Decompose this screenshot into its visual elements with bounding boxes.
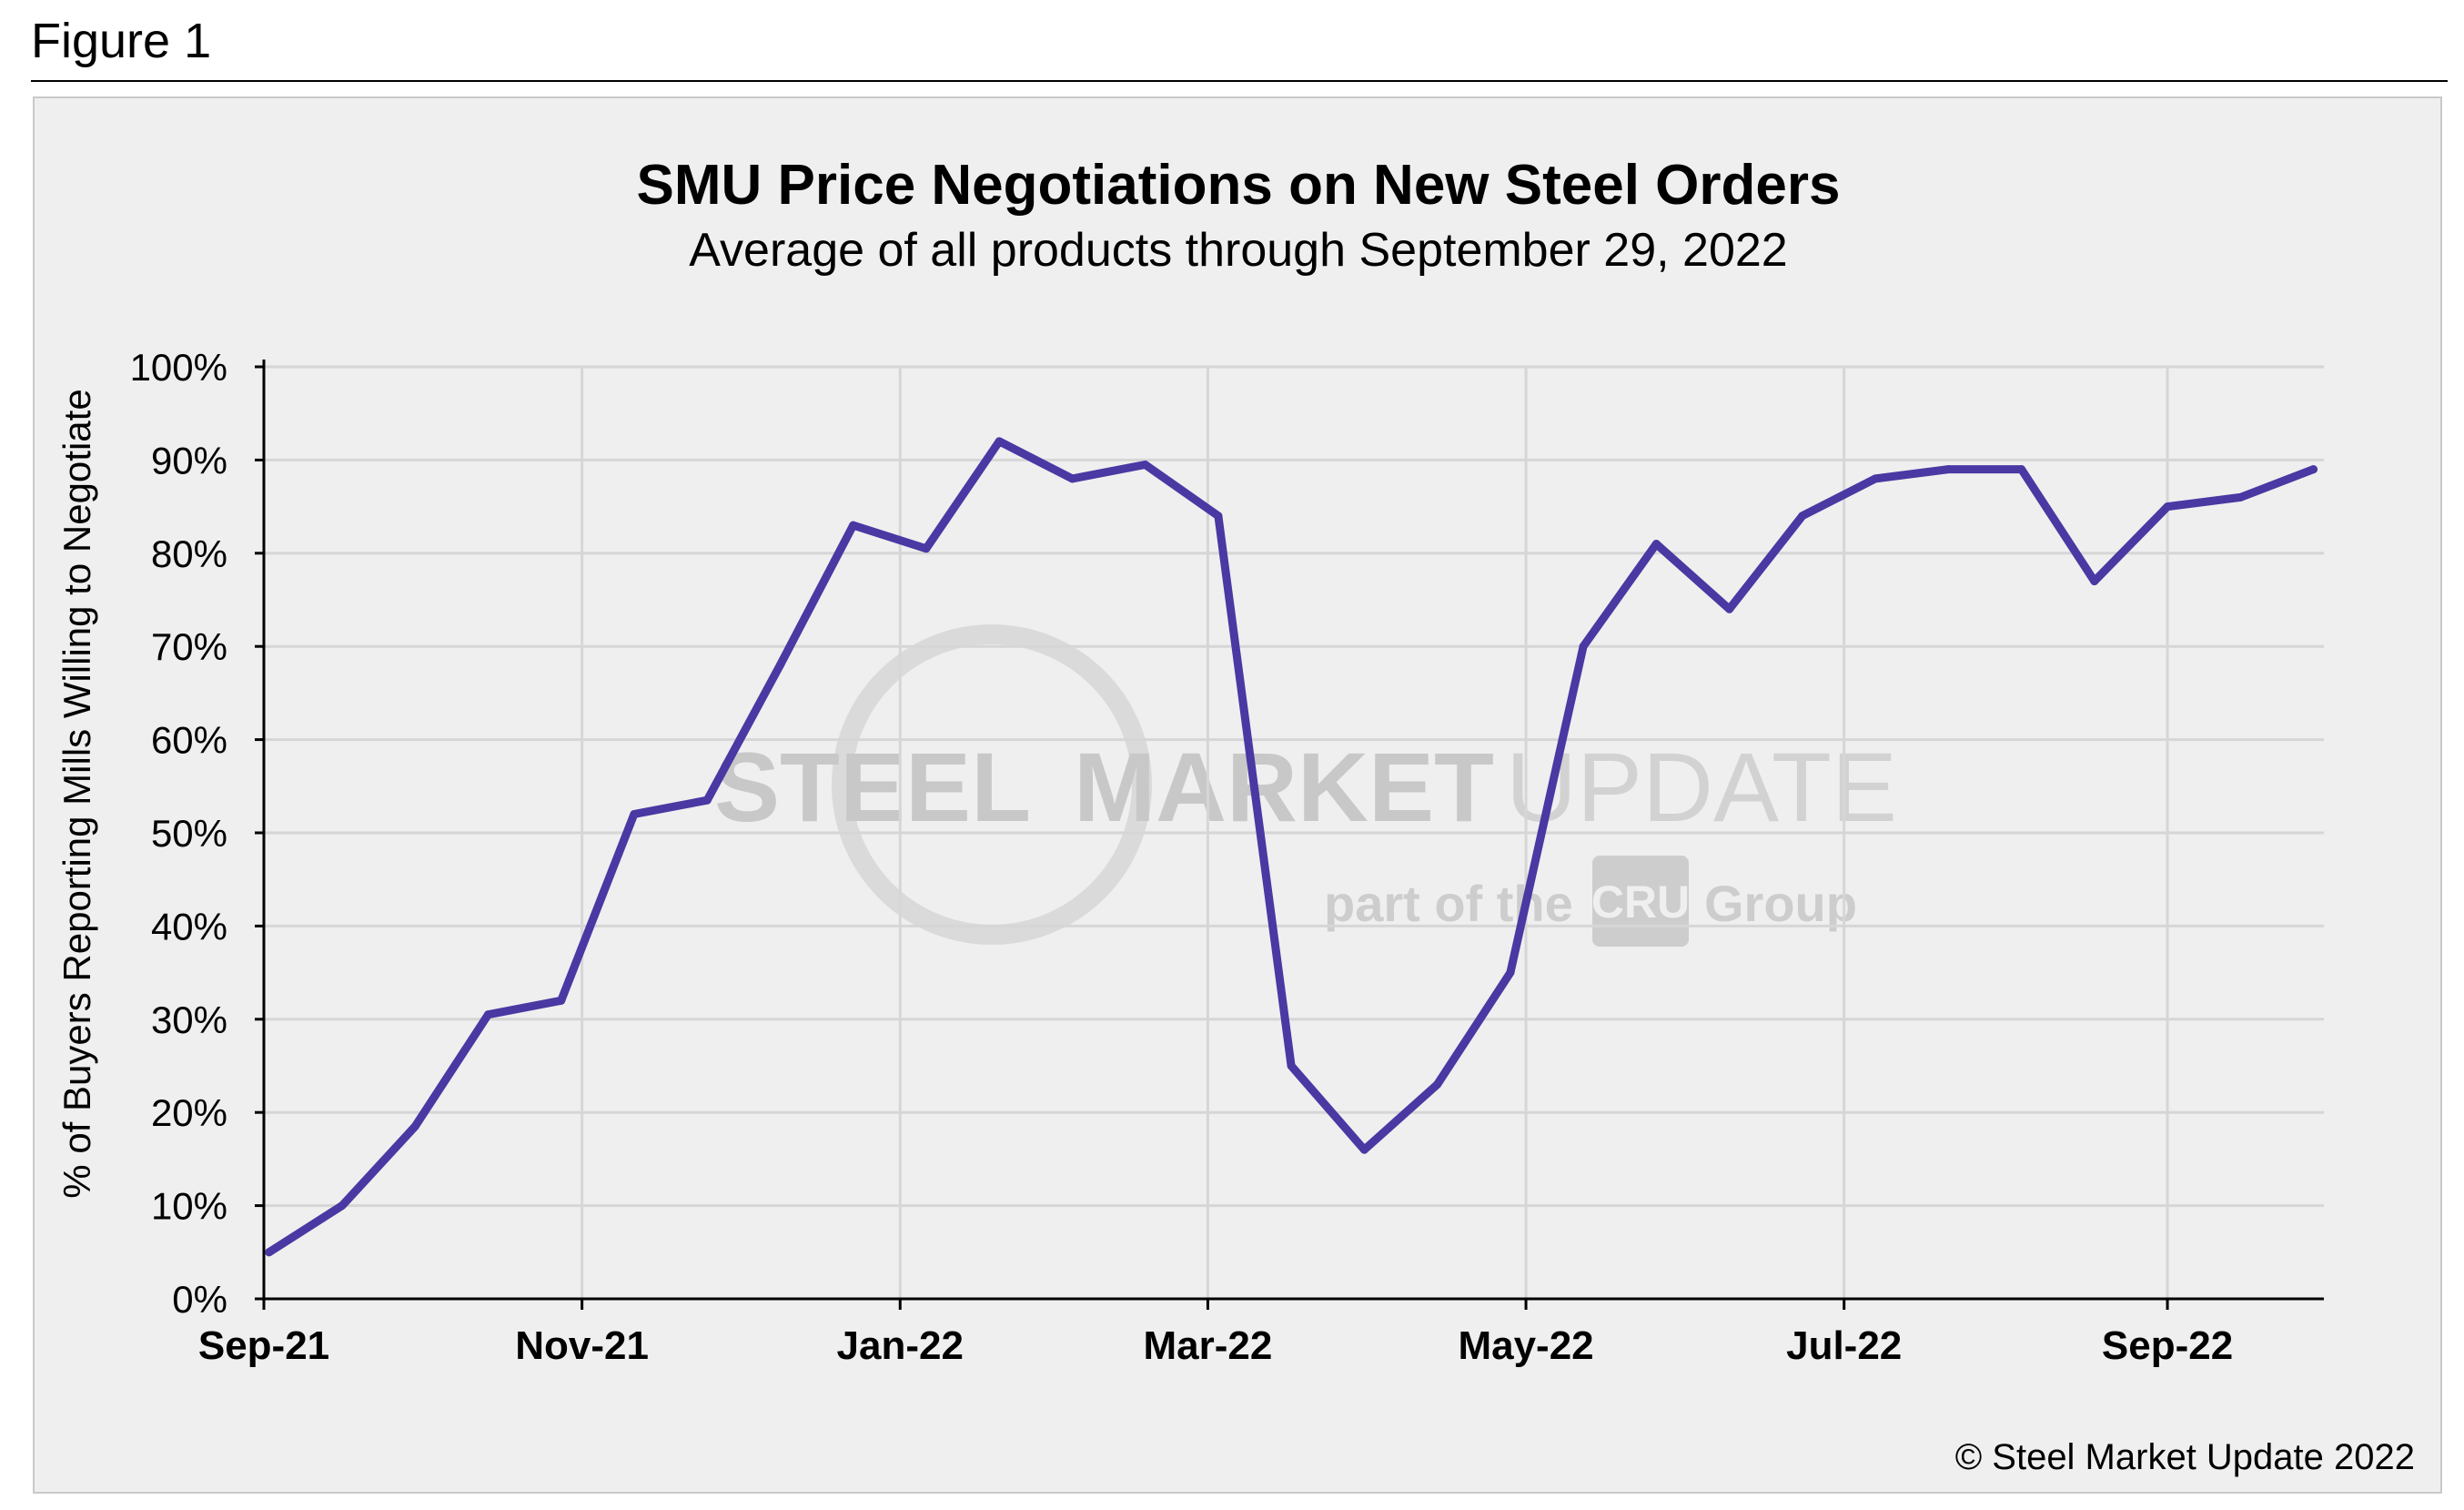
data-point — [1359, 1145, 1368, 1154]
chart-panel — [33, 96, 2442, 1494]
data-point — [1725, 604, 1734, 613]
x-tick-label: May-22 — [1458, 1323, 1593, 1368]
watermark-tagline-post: Group — [1704, 875, 1857, 932]
copyright-text: © Steel Market Update 2022 — [1955, 1437, 2415, 1477]
data-point — [2309, 465, 2318, 474]
x-tick-label: Mar-22 — [1144, 1323, 1273, 1368]
watermark-word-update: UPDATE — [1506, 732, 1897, 842]
data-point — [483, 1010, 492, 1019]
y-tick-label: 50% — [151, 812, 227, 855]
data-point — [702, 796, 712, 805]
data-point — [338, 1201, 347, 1211]
chart-title: SMU Price Negotiations on New Steel Orde… — [637, 154, 1841, 217]
data-point — [2163, 502, 2172, 512]
series-line — [265, 437, 2318, 1257]
watermark-tagline-pre: part of the — [1324, 875, 1573, 932]
y-tick-label: 90% — [151, 439, 227, 481]
series-group — [265, 437, 2318, 1257]
y-tick-label: 30% — [151, 998, 227, 1041]
watermark-ring-icon — [832, 624, 1152, 945]
x-tick-label: Jul-22 — [1786, 1323, 1902, 1368]
data-point — [1067, 474, 1076, 483]
data-point — [2236, 492, 2245, 502]
data-point — [557, 996, 566, 1005]
data-point — [1871, 474, 1880, 483]
data-point — [1798, 512, 1807, 521]
data-point — [1944, 465, 1953, 474]
data-point — [849, 521, 858, 530]
data-point — [1214, 512, 1223, 521]
data-point — [630, 810, 639, 819]
y-tick-label: 10% — [151, 1185, 227, 1228]
watermark-cru-text: CRU — [1591, 877, 1690, 927]
watermark: STEEL MARKET UPDATE part of the CRU Grou… — [714, 624, 1897, 947]
watermark-word-market: MARKET — [1074, 732, 1494, 842]
data-point — [995, 437, 1004, 446]
watermark-cru-logo — [1592, 856, 1689, 947]
y-tick-label: 100% — [130, 346, 227, 389]
data-point — [410, 1122, 419, 1131]
y-tick-label: 80% — [151, 532, 227, 575]
data-point — [1651, 540, 1661, 549]
axes — [262, 360, 2324, 1301]
data-point — [265, 1248, 274, 1257]
y-tick-label: 60% — [151, 719, 227, 762]
y-tick-label: 40% — [151, 905, 227, 948]
data-point — [1433, 1079, 1442, 1089]
x-axis-ticks: Sep-21 Nov-21 Jan-22 Mar-22 May-22 Jul-22 Sep-… — [198, 1299, 2233, 1368]
figure-label: Figure 1 — [31, 14, 212, 68]
x-tick-label: Sep-22 — [2102, 1323, 2233, 1368]
figure-divider — [31, 80, 2448, 82]
data-point — [775, 661, 784, 670]
y-tick-label: 0% — [172, 1278, 227, 1321]
x-tick-label: Jan-22 — [837, 1323, 964, 1368]
y-axis-label: % of Buyers Reporting Mills Willing to N… — [56, 389, 98, 1198]
data-point — [2017, 465, 2026, 474]
gridlines — [264, 365, 2324, 1299]
watermark-word-steel: STEEL — [714, 732, 1031, 842]
data-point — [922, 544, 931, 553]
data-point — [1579, 642, 1588, 651]
y-axis-ticks: 0% 10% 20% 30% 40% 50% 60% 70% 80% 90% 100% — [130, 346, 264, 1321]
data-point — [1141, 461, 1150, 470]
data-point — [2090, 577, 2099, 586]
y-tick-label: 20% — [151, 1091, 227, 1134]
chart-subtitle: Average of all products through Septembe… — [689, 224, 1787, 277]
y-tick-label: 70% — [151, 625, 227, 668]
data-point — [1287, 1061, 1296, 1070]
data-point — [1506, 968, 1515, 978]
x-tick-label: Sep-21 — [198, 1323, 329, 1368]
x-tick-label: Nov-21 — [515, 1323, 649, 1368]
